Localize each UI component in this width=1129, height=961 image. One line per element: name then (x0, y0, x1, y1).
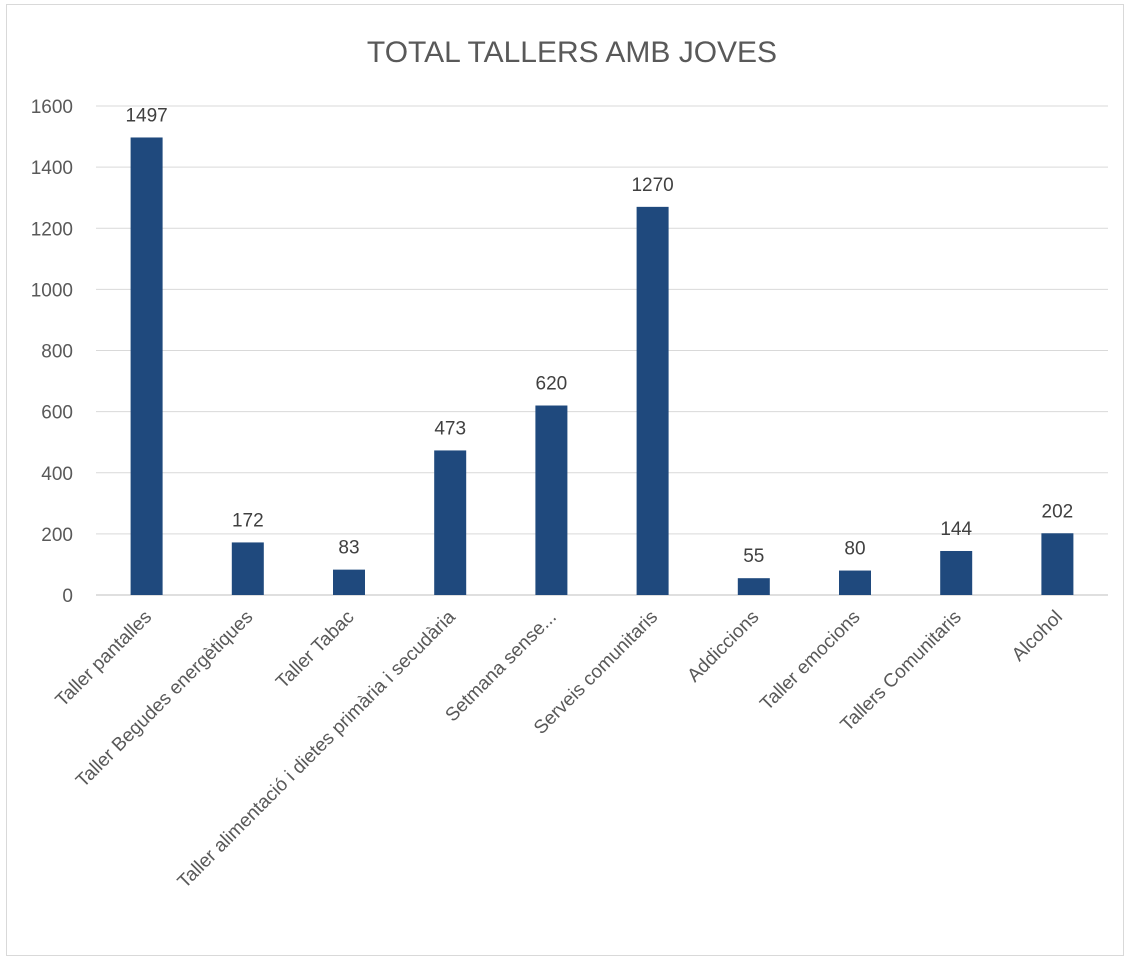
data-label: 473 (434, 418, 466, 439)
data-label: 55 (743, 546, 764, 567)
data-label: 1497 (125, 105, 167, 126)
data-labels: 1497 172 83 473 620 1270 55 80 144 202 (125, 105, 1073, 567)
x-category-label: Alcohol (1008, 607, 1067, 666)
bar (130, 137, 163, 595)
gridlines (96, 105, 1108, 596)
bar (535, 405, 568, 595)
data-label: 83 (338, 538, 359, 559)
data-label: 202 (1042, 501, 1074, 522)
bar (231, 542, 264, 595)
y-tick-label: 1200 (31, 219, 73, 240)
bar (839, 570, 871, 595)
x-category-label: Setmana sense... (442, 607, 561, 726)
bar (636, 206, 669, 595)
x-category-label: Addiccions (684, 607, 764, 687)
y-tick-label: 0 (62, 586, 73, 607)
y-tick-label: 1000 (31, 280, 73, 301)
x-category-label: Taller pantalles (52, 607, 156, 711)
bars (130, 137, 1074, 595)
y-tick-label: 1600 (31, 97, 73, 118)
x-category-label: Taller Tabac (272, 607, 358, 693)
bar (737, 578, 770, 595)
bar (434, 450, 467, 595)
x-category-label: Taller Begudes energètiques (72, 607, 257, 792)
chart-title: TOTAL TALLERS AMB JOVES (367, 36, 777, 69)
data-label: 620 (536, 374, 568, 395)
bar (333, 569, 365, 595)
y-axis-ticks: 0 200 400 600 800 1000 1200 1400 1600 (31, 97, 73, 607)
y-tick-label: 1400 (31, 158, 73, 179)
x-category-label: Taller emocions (756, 607, 864, 715)
data-label: 1270 (631, 175, 673, 196)
data-label: 144 (940, 519, 972, 540)
bar (940, 550, 973, 595)
y-tick-label: 800 (41, 342, 73, 363)
y-tick-label: 400 (41, 464, 73, 485)
data-label: 80 (844, 539, 865, 560)
y-tick-label: 200 (41, 525, 73, 546)
y-tick-label: 600 (41, 403, 73, 424)
data-label: 172 (232, 510, 264, 531)
bar (1041, 533, 1074, 595)
